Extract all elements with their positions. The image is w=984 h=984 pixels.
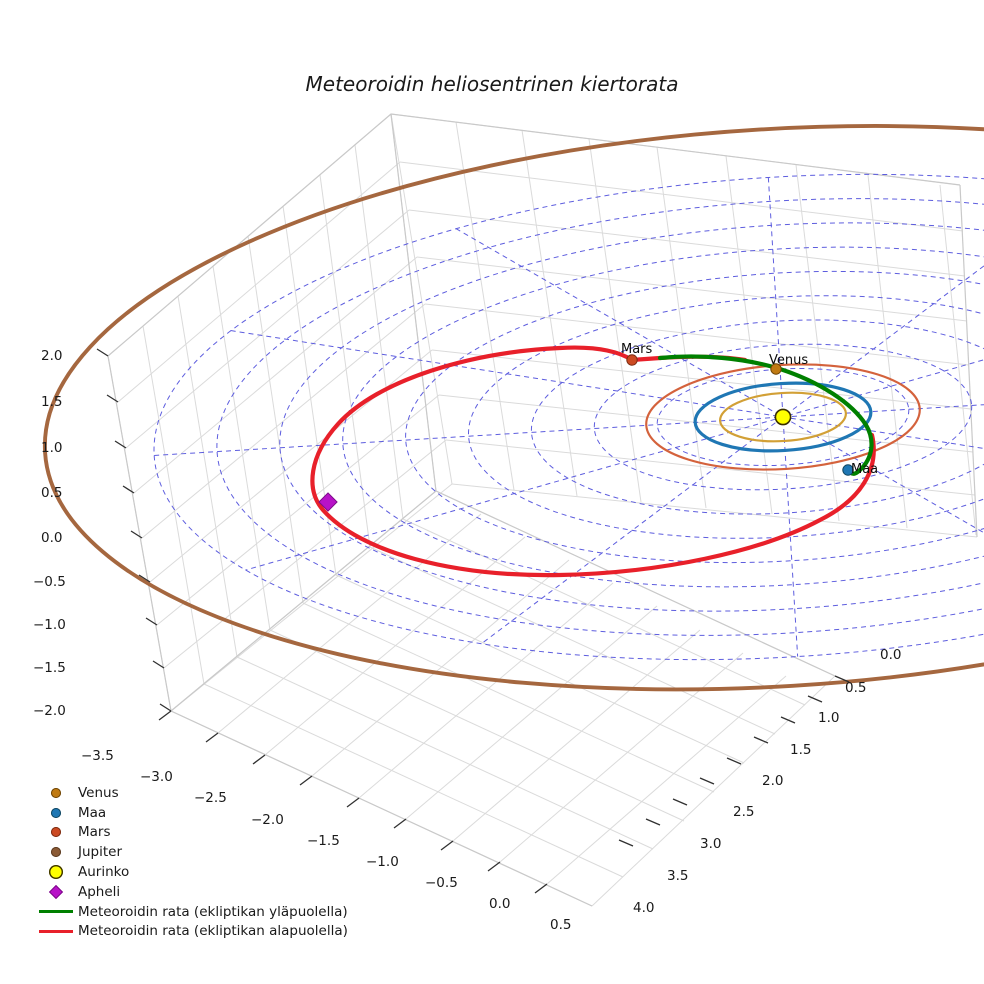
mars-annotation: Mars [621, 342, 653, 357]
body-markers [318, 354, 854, 512]
legend-label: Meteoroidin rata (ekliptikan yläpuolella… [78, 903, 348, 920]
legend-item-mars[interactable]: Mars [34, 823, 354, 843]
legend-label: Mars [78, 824, 111, 841]
legend-item-jupiter[interactable]: Jupiter [34, 842, 354, 862]
back-wall-grid [390, 113, 978, 538]
z-tick-label: −0.5 [33, 574, 66, 590]
circle-marker-icon [34, 803, 78, 822]
y-tick-label: 0.5 [845, 680, 867, 696]
legend-item-apheli[interactable]: Apheli [34, 882, 354, 902]
y-tick-label: 4.0 [633, 900, 655, 916]
z-ticks [96, 348, 172, 712]
x-tick-label: −3.0 [140, 769, 173, 785]
x-tick-label: 0.5 [550, 917, 572, 933]
y-tick-label: 0.0 [880, 647, 902, 663]
y-tick-label: 3.5 [667, 868, 689, 884]
circle-marker-icon [34, 823, 78, 842]
meteoroid-above-ecliptic [657, 354, 874, 476]
line-marker-icon [34, 902, 78, 921]
maa-orbit [693, 381, 873, 453]
circle-marker-icon [34, 863, 78, 882]
circle-marker-icon [34, 783, 78, 802]
polar-circle-10 [153, 173, 984, 661]
legend-item-maa[interactable]: Maa [34, 803, 354, 823]
legend-item-meteoroid-below[interactable]: Meteoroidin rata (ekliptikan alapuolella… [34, 922, 354, 942]
legend-label: Meteoroidin rata (ekliptikan alapuolella… [78, 923, 348, 940]
z-tick-label: −2.0 [33, 703, 66, 719]
z-tick-label: −1.5 [33, 660, 66, 676]
meteoroid-orbit [310, 345, 876, 578]
ecliptic-polar-grid [153, 173, 984, 661]
y-tick-label: 1.5 [790, 742, 812, 758]
legend-item-venus[interactable]: Venus [34, 783, 354, 803]
z-tick-label: 2.0 [41, 348, 63, 364]
aurinko-marker [774, 408, 792, 426]
planet-orbits [42, 124, 984, 692]
venus-marker [770, 363, 782, 375]
y-ticks [618, 675, 850, 847]
maa-annotation: Maa [851, 462, 879, 477]
x-tick-label: −0.5 [425, 875, 458, 891]
legend-label: Apheli [78, 883, 121, 900]
polar-circle-6 [405, 270, 984, 564]
x-tick-label: −1.5 [307, 833, 340, 849]
meteoroid-below-ecliptic [310, 345, 876, 578]
z-tick-label: 0.0 [41, 530, 63, 546]
x-tick-label: 0.0 [489, 896, 511, 912]
line-marker-icon [34, 922, 78, 941]
polar-circle-9 [216, 198, 984, 636]
x-ticks [158, 710, 548, 894]
z-tick-label: 0.5 [41, 485, 63, 501]
apheli-marker [318, 492, 338, 512]
axis-ticks [96, 348, 850, 894]
mars-marker [626, 354, 638, 366]
x-tick-label: −2.5 [194, 790, 227, 806]
x-tick-label: −1.0 [366, 854, 399, 870]
polar-spoke-90 [767, 177, 799, 657]
legend-label: Aurinko [78, 864, 130, 881]
chart-title: Meteoroidin heliosentrinen kiertorata [305, 72, 679, 96]
y-tick-label: 3.0 [700, 836, 722, 852]
polar-circle-7 [342, 246, 984, 588]
circle-marker-icon [34, 843, 78, 862]
left-wall-grid [107, 113, 453, 712]
legend: Venus Maa Mars Jupiter Aurinko [34, 783, 354, 941]
legend-item-meteoroid-above[interactable]: Meteoroidin rata (ekliptikan yläpuolella… [34, 902, 354, 922]
legend-label: Venus [78, 784, 119, 801]
z-tick-label: −1.0 [33, 617, 66, 633]
z-tick-label: 1.5 [41, 394, 63, 410]
legend-label: Jupiter [78, 844, 123, 861]
maa-marker [842, 464, 854, 476]
venus-orbit [719, 391, 847, 443]
x-tick-label: −2.0 [251, 812, 284, 828]
y-tick-label: 1.0 [818, 710, 840, 726]
jupiter-orbit [42, 124, 984, 692]
diamond-marker-icon [34, 882, 78, 901]
y-tick-label: 2.0 [762, 773, 784, 789]
z-tick-label: 1.0 [41, 440, 63, 456]
venus-annotation: Venus [769, 353, 809, 368]
polar-circle-4 [530, 319, 984, 515]
y-tick-label: 2.5 [733, 804, 755, 820]
x-tick-label: −3.5 [81, 748, 114, 764]
legend-label: Maa [78, 804, 107, 821]
axes-panes [107, 113, 978, 907]
legend-item-aurinko[interactable]: Aurinko [34, 862, 354, 882]
